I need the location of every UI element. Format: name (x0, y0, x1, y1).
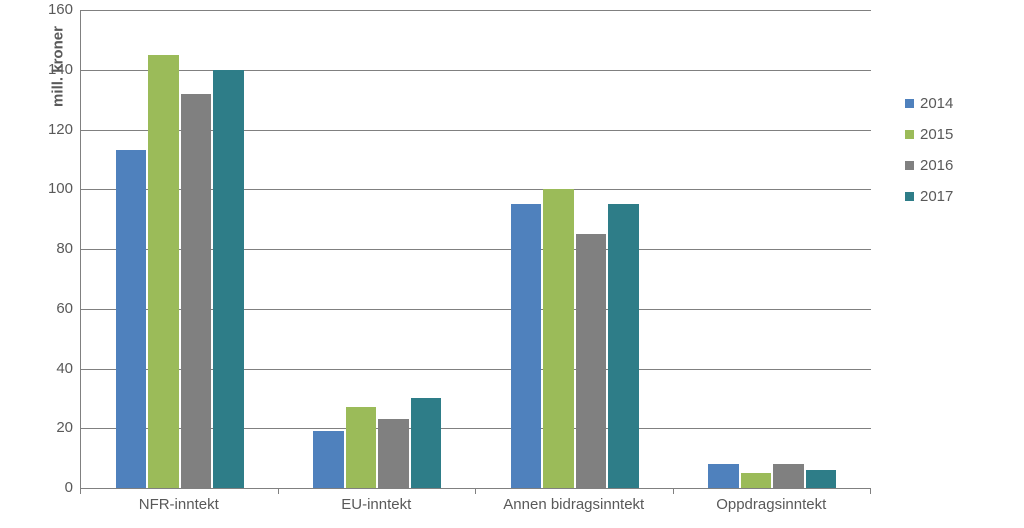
legend-item: 2016 (905, 157, 953, 174)
x-tick (278, 488, 279, 494)
legend-item: 2014 (905, 95, 953, 112)
legend-label: 2016 (920, 157, 953, 174)
legend-marker (905, 192, 914, 201)
x-category-label: EU-inntekt (278, 496, 476, 513)
legend-marker (905, 99, 914, 108)
chart-container: mill. kroner 2014201520162017 0204060801… (0, 0, 1024, 528)
x-tick (475, 488, 476, 494)
legend-label: 2017 (920, 188, 953, 205)
x-tick (870, 488, 871, 494)
bar (741, 473, 772, 488)
x-category-label: Oppdragsinntekt (673, 496, 871, 513)
y-tick-label: 40 (35, 360, 73, 377)
bar (806, 470, 837, 488)
legend-item: 2017 (905, 188, 953, 205)
bar (148, 55, 179, 488)
bar (116, 150, 147, 488)
legend-marker (905, 161, 914, 170)
x-tick (80, 488, 81, 494)
bar (773, 464, 804, 488)
plot-area (80, 10, 871, 489)
bar (213, 70, 244, 488)
bar (708, 464, 739, 488)
bar (346, 407, 377, 488)
bar (181, 94, 212, 488)
gridline (81, 10, 871, 11)
y-tick-label: 80 (35, 240, 73, 257)
bar (543, 189, 574, 488)
bar (608, 204, 639, 488)
x-category-label: Annen bidragsinntekt (475, 496, 673, 513)
legend-marker (905, 130, 914, 139)
bar (511, 204, 542, 488)
legend-label: 2014 (920, 95, 953, 112)
bar (411, 398, 442, 488)
legend-item: 2015 (905, 126, 953, 143)
x-tick (673, 488, 674, 494)
y-tick-label: 120 (35, 121, 73, 138)
y-tick-label: 100 (35, 180, 73, 197)
y-tick-label: 20 (35, 419, 73, 436)
bar (576, 234, 607, 488)
legend-label: 2015 (920, 126, 953, 143)
y-tick-label: 160 (35, 1, 73, 18)
bar (313, 431, 344, 488)
y-tick-label: 60 (35, 300, 73, 317)
bar (378, 419, 409, 488)
y-tick-label: 140 (35, 61, 73, 78)
x-category-label: NFR-inntekt (80, 496, 278, 513)
legend: 2014 2015 2016 2017 (905, 95, 953, 219)
gridline (81, 70, 871, 71)
y-tick-label: 0 (35, 479, 73, 496)
